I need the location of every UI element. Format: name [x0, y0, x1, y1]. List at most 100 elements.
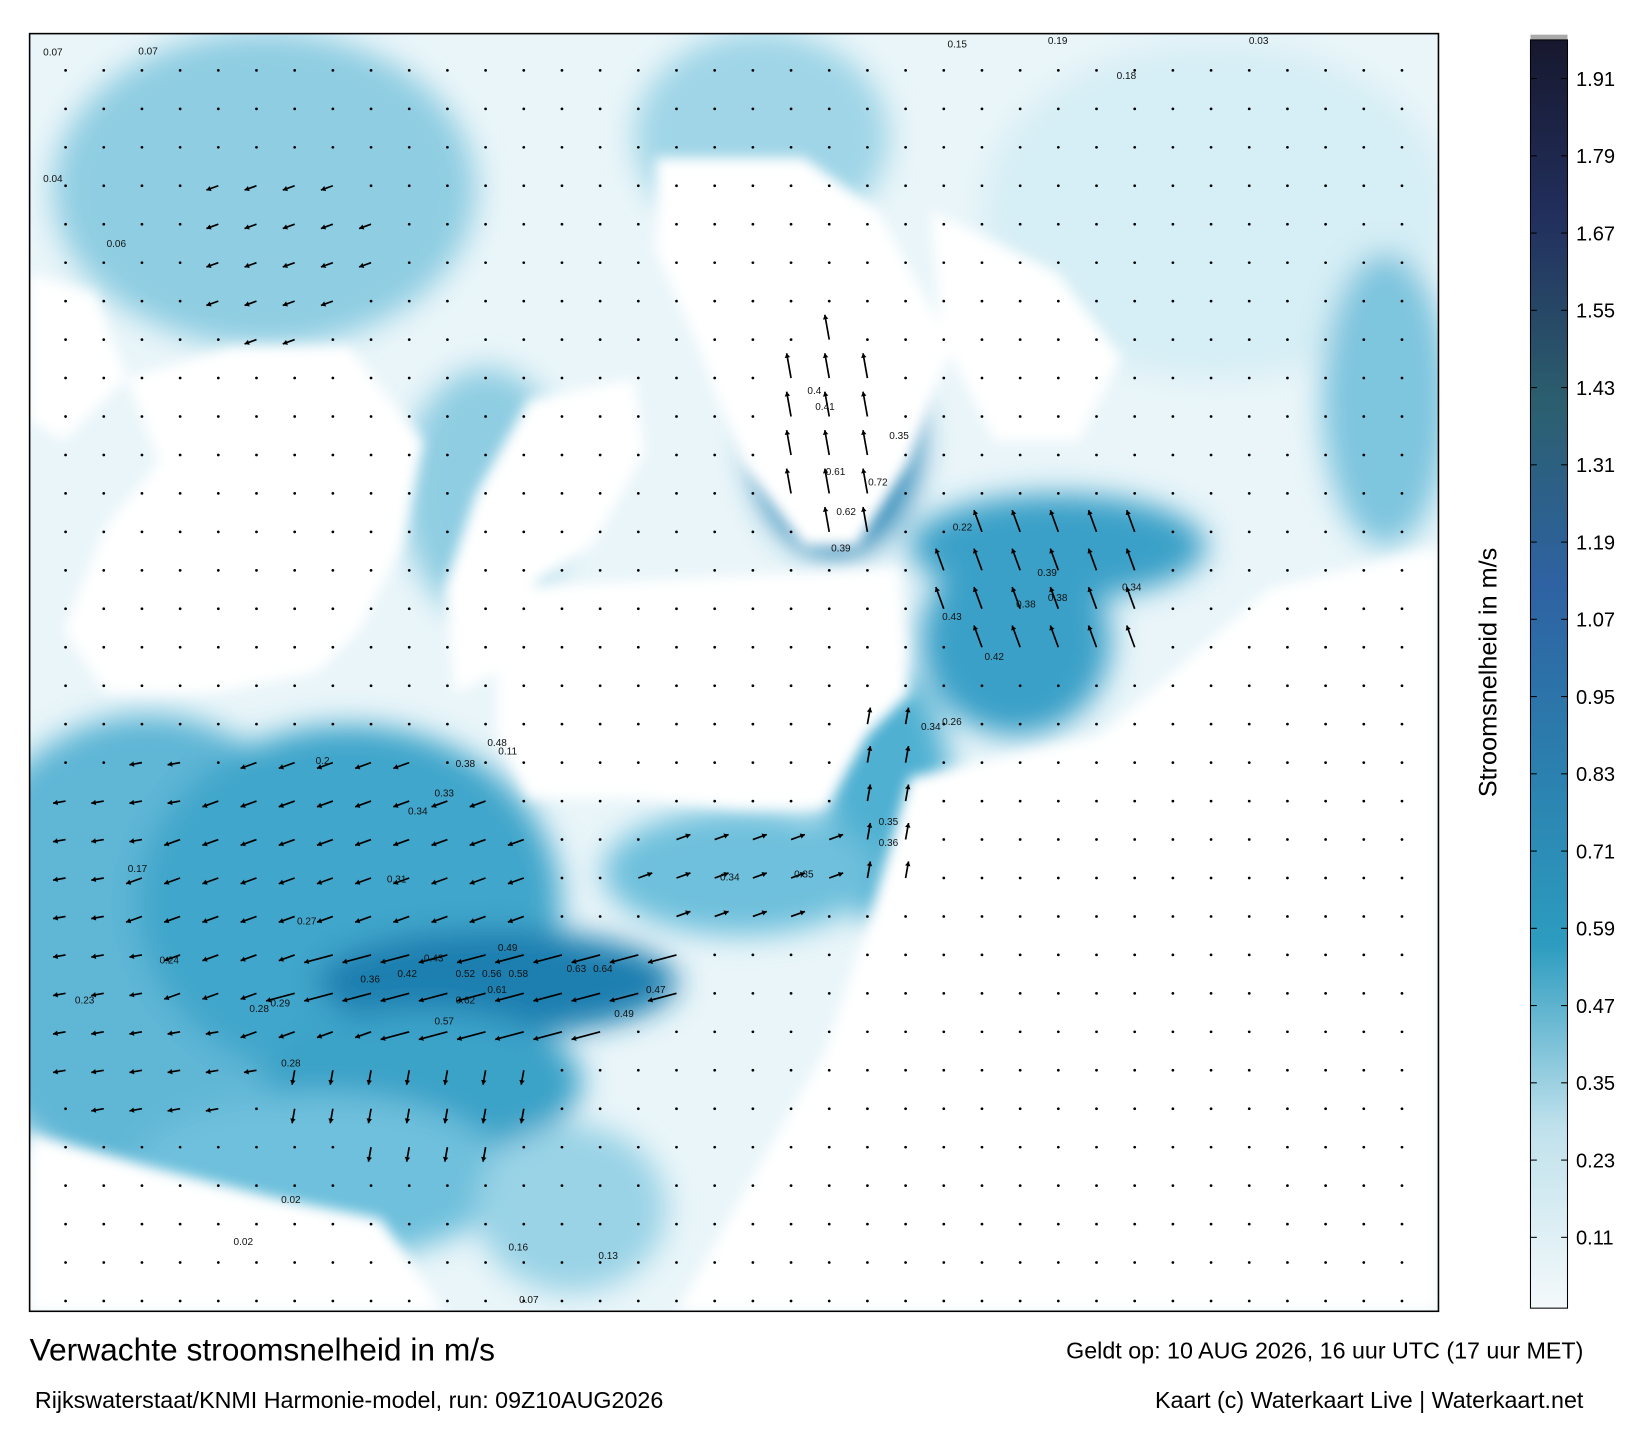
current-dot [598, 492, 602, 495]
current-dot [446, 453, 449, 457]
current-dot [1362, 1299, 1366, 1303]
current-dot [1324, 876, 1327, 880]
current-dot [1324, 991, 1327, 995]
current-dot [255, 492, 258, 495]
current-arrow [456, 992, 486, 1002]
current-dot [827, 1184, 831, 1188]
arrow-head [784, 430, 791, 436]
current-dot [407, 69, 411, 72]
current-dot [560, 1068, 564, 1072]
colorbar-tick-label: 1.55 [1576, 301, 1615, 323]
current-dot [827, 953, 831, 957]
current-dot [407, 145, 411, 149]
speed-label: 0.41 [815, 402, 835, 413]
current-dot [866, 1184, 869, 1188]
current-dot [1018, 684, 1022, 688]
current-dot [1400, 107, 1404, 111]
current-arrow [571, 992, 601, 1002]
current-dot [522, 376, 526, 380]
current-dot [446, 338, 449, 341]
speed-labels: 0.48 0.38 0.11 0.33 0.34 0.31 0.43 0.42 0.36 0.52… [43, 36, 1269, 1306]
current-dot [1247, 645, 1251, 649]
current-dot [1018, 838, 1022, 841]
current-dot [1324, 1299, 1327, 1303]
current-dot [369, 1184, 373, 1188]
current-dot [407, 184, 411, 188]
arrow-head [244, 185, 250, 192]
arrow-head [206, 301, 212, 307]
current-dot [636, 684, 640, 688]
current-dot [102, 1299, 106, 1303]
current-dot [1209, 107, 1213, 111]
current-dot [331, 645, 335, 649]
current-dot [1171, 299, 1175, 303]
current-dot [980, 184, 984, 188]
current-dot [64, 722, 67, 726]
current-dot [1133, 1261, 1137, 1264]
current-dot [866, 261, 869, 265]
current-dot [904, 222, 907, 226]
current-dot [140, 492, 144, 495]
current-dot [484, 645, 487, 649]
current-dot [255, 107, 258, 111]
current-dot [1095, 876, 1098, 880]
current-dot [178, 1145, 182, 1149]
current-dot [216, 145, 220, 149]
current-dot [1324, 761, 1327, 764]
arrow-head [342, 997, 348, 1003]
current-dot [942, 722, 946, 726]
current-dot [1400, 568, 1404, 572]
current-dot [522, 261, 526, 265]
current-dot [1095, 453, 1098, 457]
current-dot [293, 453, 297, 457]
arrow-head [1125, 587, 1131, 593]
current-dot [1018, 453, 1022, 457]
arrow-head [240, 879, 246, 885]
current-dot [598, 530, 602, 534]
current-dot [866, 1261, 869, 1264]
colorbar-tick-label: 1.07 [1576, 610, 1615, 632]
current-dot [1324, 530, 1327, 534]
current-dot [1171, 876, 1175, 880]
arrow-head [723, 833, 729, 839]
current-dot [216, 376, 220, 380]
speed-label: 0.28 [281, 1059, 301, 1070]
current-dot [942, 376, 946, 380]
arrow-head [685, 833, 691, 839]
current-dot [1095, 492, 1098, 495]
current-dot [522, 107, 526, 111]
arrow-head [571, 958, 577, 964]
colorbar-tick-label: 1.91 [1576, 69, 1615, 91]
current-dot [1247, 1068, 1251, 1072]
arrow-head [91, 915, 97, 921]
current-dot [1171, 761, 1175, 764]
arrow-head [571, 1035, 577, 1041]
current-dot [1247, 953, 1251, 957]
arrow-head [972, 587, 979, 593]
current-dot [789, 1107, 793, 1111]
arrow-head [164, 879, 170, 885]
current-dot [140, 1222, 144, 1226]
current-dot [102, 607, 106, 611]
current-dot [1056, 261, 1060, 265]
arrow-head [320, 185, 327, 192]
current-dot [522, 722, 526, 726]
current-dot [675, 530, 678, 534]
current-dot [369, 492, 373, 495]
current-dot [789, 145, 793, 149]
arrow-head [1125, 548, 1131, 554]
current-dot [827, 69, 831, 72]
current-dot [1209, 453, 1213, 457]
current-dot [598, 1261, 602, 1264]
current-dot [1324, 953, 1327, 957]
current-dot [484, 184, 487, 188]
current-dot [64, 261, 67, 265]
current-dot [1362, 607, 1366, 611]
arrow-head [206, 224, 212, 230]
arrow-head [278, 879, 284, 885]
current-dot [942, 761, 946, 764]
arrow-head [1011, 587, 1017, 593]
arrow-head [328, 1118, 334, 1124]
current-dot [1171, 684, 1175, 688]
current-dot [866, 222, 869, 226]
